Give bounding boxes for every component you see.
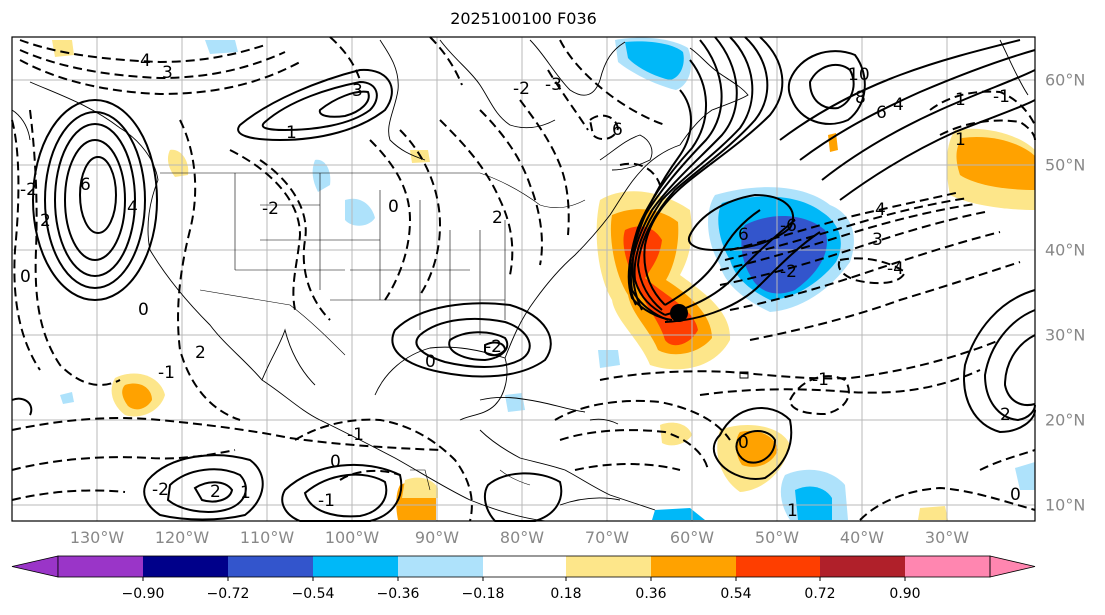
colorbar-tick-label: 0.18 xyxy=(550,586,582,602)
contour-label: -2 xyxy=(780,262,797,282)
contour-label: 2 xyxy=(195,343,206,363)
contour-label: 3 xyxy=(872,230,883,250)
colorbar-frame xyxy=(57,555,991,578)
contour-label: -2 xyxy=(513,79,530,99)
contour-label: 1 xyxy=(787,501,798,521)
colorbar-tick-label: 0.90 xyxy=(889,586,921,602)
contour-label: -1 xyxy=(347,425,364,445)
graticule xyxy=(12,37,1035,521)
lat-label: 20°N xyxy=(1045,410,1086,430)
borders xyxy=(160,172,586,491)
contour-label: 2 xyxy=(210,482,221,502)
lat-label: 60°N xyxy=(1045,70,1086,90)
lat-label: 30°N xyxy=(1045,325,1086,345)
colorbar-tick-label: −0.18 xyxy=(461,586,505,602)
contour-label: -6 xyxy=(780,216,797,236)
colorbar-tick-label: −0.36 xyxy=(376,586,420,602)
lon-label: 30°W xyxy=(924,528,970,547)
colorbar-segment xyxy=(228,556,313,577)
figure-title: 2025100100 F036 xyxy=(450,9,597,28)
positive-contours xyxy=(11,36,1036,522)
lon-label: 40°W xyxy=(839,528,885,547)
lon-label: 50°W xyxy=(754,528,800,547)
contour-label: -1 xyxy=(158,363,175,383)
contour-label: 0 xyxy=(738,433,749,453)
contour-label: -1 xyxy=(812,370,829,390)
colorbar-under-extend xyxy=(11,555,59,578)
contour-label: 6 xyxy=(612,120,623,140)
storm-center-marker xyxy=(670,304,688,322)
contour-label: -4 xyxy=(887,259,904,279)
contour-label: 2 xyxy=(492,208,503,228)
coastlines xyxy=(11,39,1029,522)
lon-label: 120°W xyxy=(154,528,210,547)
colorbar-segment xyxy=(736,556,820,577)
colorbar-segment xyxy=(313,556,398,577)
colorbar-over-extend xyxy=(989,555,1036,578)
contour-label: -1 xyxy=(993,87,1010,107)
contour-label: 0 xyxy=(138,300,149,320)
lat-label: 40°N xyxy=(1045,240,1086,260)
colorbar-tick-label: 0.54 xyxy=(720,586,752,602)
contour-label: -1 xyxy=(318,491,335,511)
contour-label: 0 xyxy=(425,352,436,372)
contour-label: 0 xyxy=(20,267,31,287)
contour-label: 3 xyxy=(162,63,173,83)
colorbar-segment xyxy=(905,556,990,577)
contour-label: 0 xyxy=(1010,485,1021,505)
contour-label: 6 xyxy=(738,225,749,245)
colorbar-tick-label: −0.54 xyxy=(291,586,335,602)
colorbar-tick-label: −0.72 xyxy=(206,586,250,602)
lon-label: 100°W xyxy=(324,528,380,547)
lon-label: 130°W xyxy=(69,528,125,547)
negative-contours xyxy=(11,36,1036,522)
contour-label-layer: 4 3 6 4 2 0 3 -2 0 2 -2 1 0 -1 6 8 10 6 … xyxy=(20,51,1021,521)
colorbar-segment xyxy=(820,556,905,577)
contour-label: 3 xyxy=(352,81,363,101)
contour-label: -2 xyxy=(20,180,37,200)
contour-label: 4 xyxy=(140,51,151,71)
colorbar-segment xyxy=(143,556,228,577)
contour-label: -2 xyxy=(152,480,169,500)
contour-label: 4 xyxy=(127,198,138,218)
colorbar-segment xyxy=(58,556,143,577)
contour-label: -3 xyxy=(545,75,562,95)
shading-layer xyxy=(52,37,1035,520)
contour-label: -2 xyxy=(485,337,502,357)
contour-label: -2 xyxy=(262,199,279,219)
contour-label: 0 xyxy=(388,197,399,217)
lat-label: 50°N xyxy=(1045,155,1086,175)
contour-label: 1 xyxy=(240,483,251,503)
map-frame xyxy=(11,36,1036,522)
lon-label: 110°W xyxy=(239,528,295,547)
colorbar-tick-label: −0.90 xyxy=(121,586,165,602)
colorbar-tick-label: 0.72 xyxy=(804,586,836,602)
colorbar-tick-label: 0.36 xyxy=(635,586,667,602)
contour-label: 4 xyxy=(893,95,904,115)
lon-label: 70°W xyxy=(584,528,630,547)
contour-label: 6 xyxy=(80,175,91,195)
lon-label: 60°W xyxy=(669,528,715,547)
contour-label: 2 xyxy=(1000,405,1011,425)
contour-label: 1 xyxy=(955,90,966,110)
lon-label: 80°W xyxy=(499,528,545,547)
contour-label: 2 xyxy=(40,211,51,231)
lon-label: 90°W xyxy=(414,528,460,547)
contour-label: 0 xyxy=(330,452,341,472)
contour-label: 1 xyxy=(286,123,297,143)
contour-label: 8 xyxy=(855,88,866,108)
contour-label: 4 xyxy=(875,200,886,220)
colorbar-segment xyxy=(483,556,566,577)
contour-label: 6 xyxy=(876,103,887,123)
lat-label: 10°N xyxy=(1045,495,1086,515)
contour-label: 1 xyxy=(955,130,966,150)
colorbar-segment xyxy=(651,556,736,577)
colorbar-segment xyxy=(398,556,483,577)
contour-label: 10 xyxy=(848,65,870,85)
colorbar-segment xyxy=(566,556,651,577)
